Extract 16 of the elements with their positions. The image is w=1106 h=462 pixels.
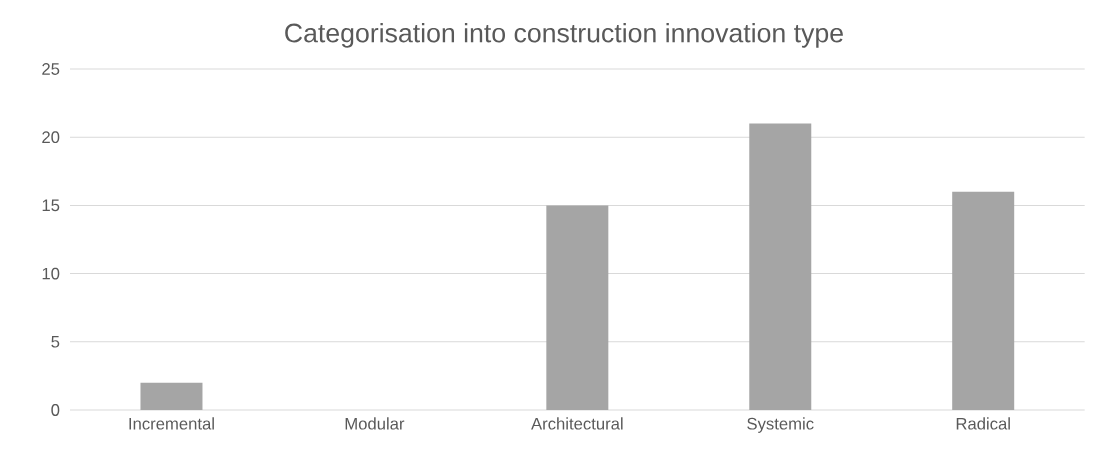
x-tick-label: Modular	[345, 417, 405, 430]
bar	[140, 382, 203, 410]
y-tick-label: 15	[42, 199, 60, 212]
chart-title: Categorisation into construction innovation type	[285, 22, 843, 48]
x-tick-label: Radical	[956, 417, 1010, 430]
bar	[952, 191, 1015, 410]
y-tick-label: 5	[51, 335, 60, 348]
x-tick-label: Incremental	[129, 417, 214, 430]
y-tick-label: 20	[42, 131, 60, 144]
y-tick-label: 25	[42, 63, 60, 75]
y-tick-label: 10	[42, 267, 60, 280]
y-tick-label: 0	[51, 404, 60, 416]
x-tick-label: Systemic	[747, 417, 814, 433]
bar	[546, 205, 609, 410]
x-tick-label: Architectural	[531, 417, 623, 430]
bar	[749, 123, 812, 410]
